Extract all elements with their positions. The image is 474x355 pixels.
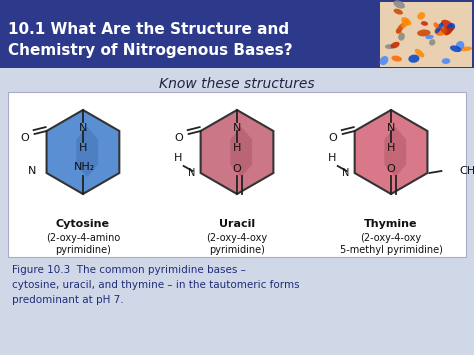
Text: Thymine: Thymine [365,219,418,229]
Ellipse shape [434,28,445,36]
Ellipse shape [415,49,424,58]
Text: Chemistry of Nitrogenous Bases?: Chemistry of Nitrogenous Bases? [8,43,292,58]
Bar [8,92,466,257]
Ellipse shape [435,23,443,33]
Text: O: O [233,164,241,174]
Ellipse shape [445,27,453,35]
Ellipse shape [440,27,447,34]
Ellipse shape [385,44,394,49]
Text: N: N [233,123,241,133]
Text: Uracil: Uracil [219,219,255,229]
Text: H: H [233,143,241,153]
Ellipse shape [417,12,425,20]
Text: O: O [328,133,337,143]
Ellipse shape [396,29,402,34]
Text: N: N [28,166,36,176]
Ellipse shape [391,42,400,48]
Ellipse shape [401,19,409,28]
Text: 10.1 What Are the Structure and: 10.1 What Are the Structure and [8,22,289,37]
Text: O: O [387,164,395,174]
Ellipse shape [444,24,454,35]
Polygon shape [76,127,98,177]
Ellipse shape [380,56,388,65]
Ellipse shape [426,35,434,39]
Polygon shape [230,127,252,177]
Ellipse shape [447,23,455,31]
Ellipse shape [434,22,439,28]
Text: Cytosine: Cytosine [56,219,110,229]
Polygon shape [355,110,428,194]
Ellipse shape [398,33,405,41]
Text: (2-oxy-4-oxy
5-methyl pyrimidine): (2-oxy-4-oxy 5-methyl pyrimidine) [339,233,443,255]
Text: (2-oxy-4-amino
pyrimidine): (2-oxy-4-amino pyrimidine) [46,233,120,255]
Ellipse shape [441,20,454,30]
Ellipse shape [429,39,436,45]
Text: H: H [79,143,87,153]
Text: CH₃: CH₃ [459,166,474,176]
Ellipse shape [393,0,405,9]
Text: NH₂: NH₂ [74,162,96,172]
Text: H: H [387,143,395,153]
Text: H: H [328,153,336,163]
Text: N: N [79,123,87,133]
Text: O: O [20,133,29,143]
Ellipse shape [460,47,472,51]
Text: O: O [174,133,183,143]
Text: Figure 10.3  The common pyrimidine bases –
cytosine, uracil, and thymine – in th: Figure 10.3 The common pyrimidine bases … [12,265,300,305]
Polygon shape [46,110,119,194]
Text: H: H [173,153,182,163]
Text: N: N [188,168,196,178]
Ellipse shape [401,17,411,26]
Text: Know these structures: Know these structures [159,77,315,91]
Text: (2-oxy-4-oxy
pyrimidine): (2-oxy-4-oxy pyrimidine) [207,233,267,255]
Ellipse shape [456,41,465,50]
Ellipse shape [393,9,403,15]
Ellipse shape [392,56,402,61]
Polygon shape [201,110,273,194]
Text: N: N [387,123,395,133]
Text: N: N [342,168,350,178]
Ellipse shape [417,29,430,37]
Bar [0,0,474,68]
Ellipse shape [442,58,450,64]
Polygon shape [384,127,406,177]
Ellipse shape [450,45,461,52]
Bar [380,2,472,67]
Ellipse shape [408,55,419,63]
Ellipse shape [396,23,405,33]
Ellipse shape [421,21,428,26]
